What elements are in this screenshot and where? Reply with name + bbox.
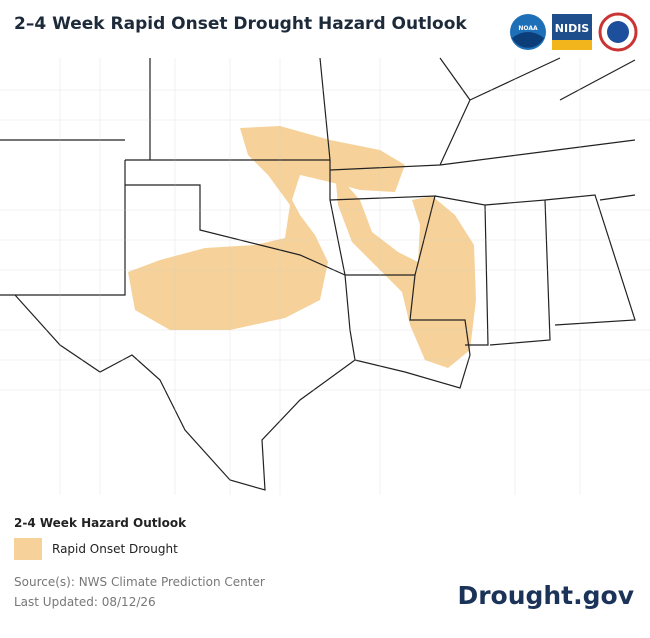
legend-label: Rapid Onset Drought	[52, 542, 178, 556]
noaa-text: NOAA	[518, 25, 538, 32]
source: Source(s): NWS Climate Prediction Center	[14, 575, 265, 589]
nws-inner	[607, 21, 629, 43]
last-updated: Last Updated: 08/12/26	[14, 595, 156, 609]
county-grid	[0, 58, 650, 495]
title: 2–4 Week Rapid Onset Drought Hazard Outl…	[14, 14, 467, 34]
nidis-band	[552, 40, 592, 50]
legend-title: 2-4 Week Hazard Outlook	[14, 516, 187, 530]
brand: Drought.gov	[457, 581, 634, 610]
drought-areas	[128, 126, 476, 368]
map	[0, 57, 650, 495]
nidis-text: NIDIS	[555, 22, 590, 35]
noaa-wave	[512, 32, 544, 48]
logos: NOAA NIDIS	[510, 12, 638, 52]
legend-swatch	[14, 538, 42, 560]
